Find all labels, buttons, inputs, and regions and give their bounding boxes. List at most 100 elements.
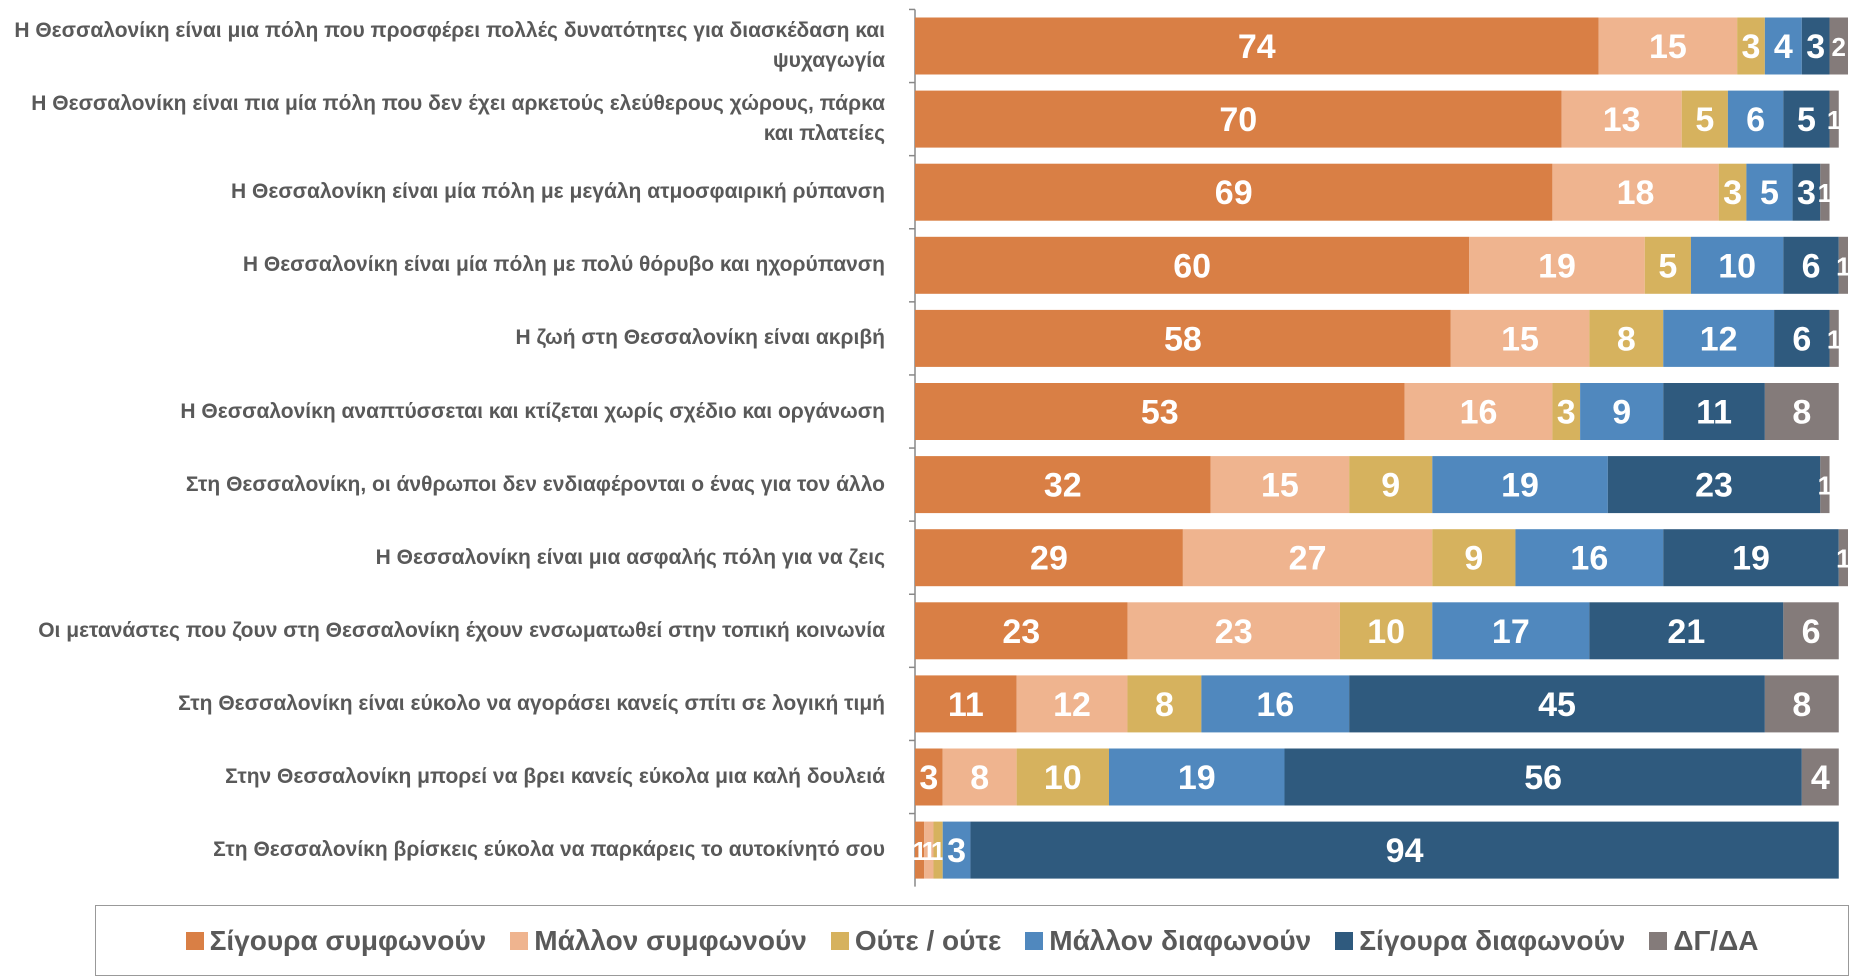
data-label: 3 bbox=[947, 832, 966, 870]
bar-segment bbox=[1644, 236, 1691, 294]
data-label: 6 bbox=[1802, 613, 1821, 651]
data-label: 6 bbox=[1792, 320, 1811, 358]
bar-segment bbox=[1681, 90, 1728, 148]
data-label: 29 bbox=[1030, 540, 1068, 578]
legend: Σίγουρα συμφωνούν Μάλλον συμφωνούν Ούτε / … bbox=[95, 905, 1849, 976]
legend-label: Μάλλον συμφωνούν bbox=[534, 924, 807, 956]
bar-segment bbox=[1210, 456, 1350, 514]
data-label: 17 bbox=[1492, 613, 1530, 651]
bar-segment bbox=[1783, 90, 1830, 148]
bar-segment bbox=[1792, 163, 1821, 221]
data-label: 12 bbox=[1700, 320, 1738, 358]
bar-segment bbox=[1783, 602, 1839, 660]
bar-segment bbox=[1764, 383, 1839, 440]
data-label: 8 bbox=[1792, 394, 1811, 432]
bar-segment bbox=[1016, 748, 1109, 806]
bar-segment bbox=[915, 456, 1211, 514]
category-label: Η Θεσσαλονίκη είναι μία πόλη με πολύ θόρ… bbox=[242, 253, 885, 277]
legend-item: Μάλλον διαφωνούν bbox=[1025, 925, 1311, 957]
data-label: 10 bbox=[1718, 247, 1756, 285]
data-label: 10 bbox=[1044, 759, 1082, 797]
data-label: 19 bbox=[1501, 467, 1539, 505]
bar-segment bbox=[1838, 236, 1848, 294]
bar-segment bbox=[915, 602, 1128, 660]
data-label: 45 bbox=[1538, 686, 1576, 724]
data-label: 9 bbox=[1381, 467, 1400, 505]
data-label: 5 bbox=[1797, 101, 1816, 139]
legend-label: Μάλλον διαφωνούν bbox=[1049, 924, 1312, 956]
data-label: 94 bbox=[1386, 832, 1424, 870]
bar-segment bbox=[1829, 309, 1839, 367]
bar-segment bbox=[1515, 529, 1664, 587]
bar-segment bbox=[1774, 309, 1830, 367]
data-label: 5 bbox=[1760, 174, 1779, 212]
bar-segment bbox=[942, 821, 971, 879]
bar-segment bbox=[1432, 602, 1590, 660]
category-label: Στην Θεσσαλονίκη μπορεί να βρει κανείς ε… bbox=[225, 765, 885, 788]
bar-segment bbox=[1829, 90, 1839, 148]
data-label: 23 bbox=[1695, 467, 1733, 505]
bar-segment bbox=[915, 821, 925, 879]
legend-swatch bbox=[1025, 931, 1044, 950]
bar-segment bbox=[1589, 309, 1664, 367]
data-label: 15 bbox=[1501, 320, 1539, 358]
data-label: 4 bbox=[1811, 759, 1830, 797]
bar-segment bbox=[1349, 456, 1433, 514]
legend-item: ΔΓ/ΔΑ bbox=[1649, 925, 1758, 957]
bar-segment bbox=[1552, 383, 1581, 440]
bar-segment bbox=[915, 236, 1470, 294]
category-label: Η Θεσσαλονίκη είναι μια ασφαλής πόλη για… bbox=[375, 545, 885, 569]
data-label: 18 bbox=[1617, 174, 1655, 212]
data-label: 1 bbox=[1827, 105, 1841, 135]
data-label: 3 bbox=[1723, 174, 1742, 212]
data-label: 2 bbox=[1832, 32, 1846, 62]
bar-segment bbox=[1580, 383, 1664, 440]
legend-label: ΔΓ/ΔΑ bbox=[1673, 924, 1759, 956]
data-label: 8 bbox=[1155, 686, 1174, 724]
data-label: 6 bbox=[1746, 101, 1765, 139]
chart: 74 15 3 4 3 270 13 5 6 5 169 18 3 5 3 160 19 5 10 6 158 15 8 12… bbox=[909, 8, 1848, 887]
bar-segment bbox=[1127, 675, 1202, 733]
data-label: 9 bbox=[1612, 394, 1631, 432]
legend-swatch bbox=[1649, 931, 1668, 950]
bar-segment bbox=[1404, 383, 1553, 440]
bar-segment bbox=[1182, 529, 1433, 587]
category-label: Η Θεσσαλονίκη είναι πια μία πόλη που δεν… bbox=[31, 92, 885, 146]
data-label: 5 bbox=[1658, 247, 1677, 285]
data-label: 10 bbox=[1367, 613, 1405, 651]
bar-segment bbox=[1737, 17, 1765, 75]
legend-swatch bbox=[830, 931, 849, 950]
data-label: 23 bbox=[1002, 613, 1040, 651]
category-label: Η Θεσσαλονίκη είναι μία πόλη με μεγάλη α… bbox=[231, 180, 885, 204]
category-label: Η ζωή στη Θεσσαλονίκη είναι ακριβή bbox=[515, 326, 885, 350]
legend-swatch bbox=[1335, 931, 1354, 950]
bar-segment bbox=[1838, 529, 1848, 587]
data-label: 1 bbox=[912, 836, 926, 866]
data-label: 1 bbox=[931, 836, 945, 866]
data-label: 8 bbox=[1617, 320, 1636, 358]
data-label: 4 bbox=[1774, 28, 1793, 66]
bar-segment bbox=[915, 748, 943, 806]
legend-swatch bbox=[185, 931, 204, 950]
data-label: 16 bbox=[1570, 540, 1608, 578]
bar-segment bbox=[1801, 748, 1839, 806]
data-label: 56 bbox=[1524, 759, 1562, 797]
bar-segment bbox=[1432, 529, 1516, 587]
bar-segment bbox=[915, 17, 1599, 75]
bar-segment bbox=[1589, 602, 1784, 660]
data-label: 32 bbox=[1044, 467, 1082, 505]
data-label: 69 bbox=[1215, 174, 1253, 212]
bar-segment bbox=[915, 163, 1553, 221]
bar-segment bbox=[1801, 17, 1830, 75]
data-label: 13 bbox=[1603, 101, 1641, 139]
legend-item: Μάλλον συμφωνούν bbox=[510, 925, 807, 957]
data-label: 74 bbox=[1238, 28, 1276, 66]
bar-segment bbox=[915, 90, 1562, 148]
category-label: Οι μετανάστες που ζουν στη Θεσσαλονίκη έ… bbox=[38, 618, 885, 642]
bar-segment bbox=[1016, 675, 1128, 733]
data-label: 9 bbox=[1464, 540, 1483, 578]
bar-segment bbox=[1783, 236, 1839, 294]
bar-segment bbox=[1663, 309, 1775, 367]
legend-item: Ούτε / ούτε bbox=[830, 925, 1001, 957]
category-label: Η Θεσσαλονίκη αναπτύσσεται και κτίζεται … bbox=[180, 399, 885, 423]
